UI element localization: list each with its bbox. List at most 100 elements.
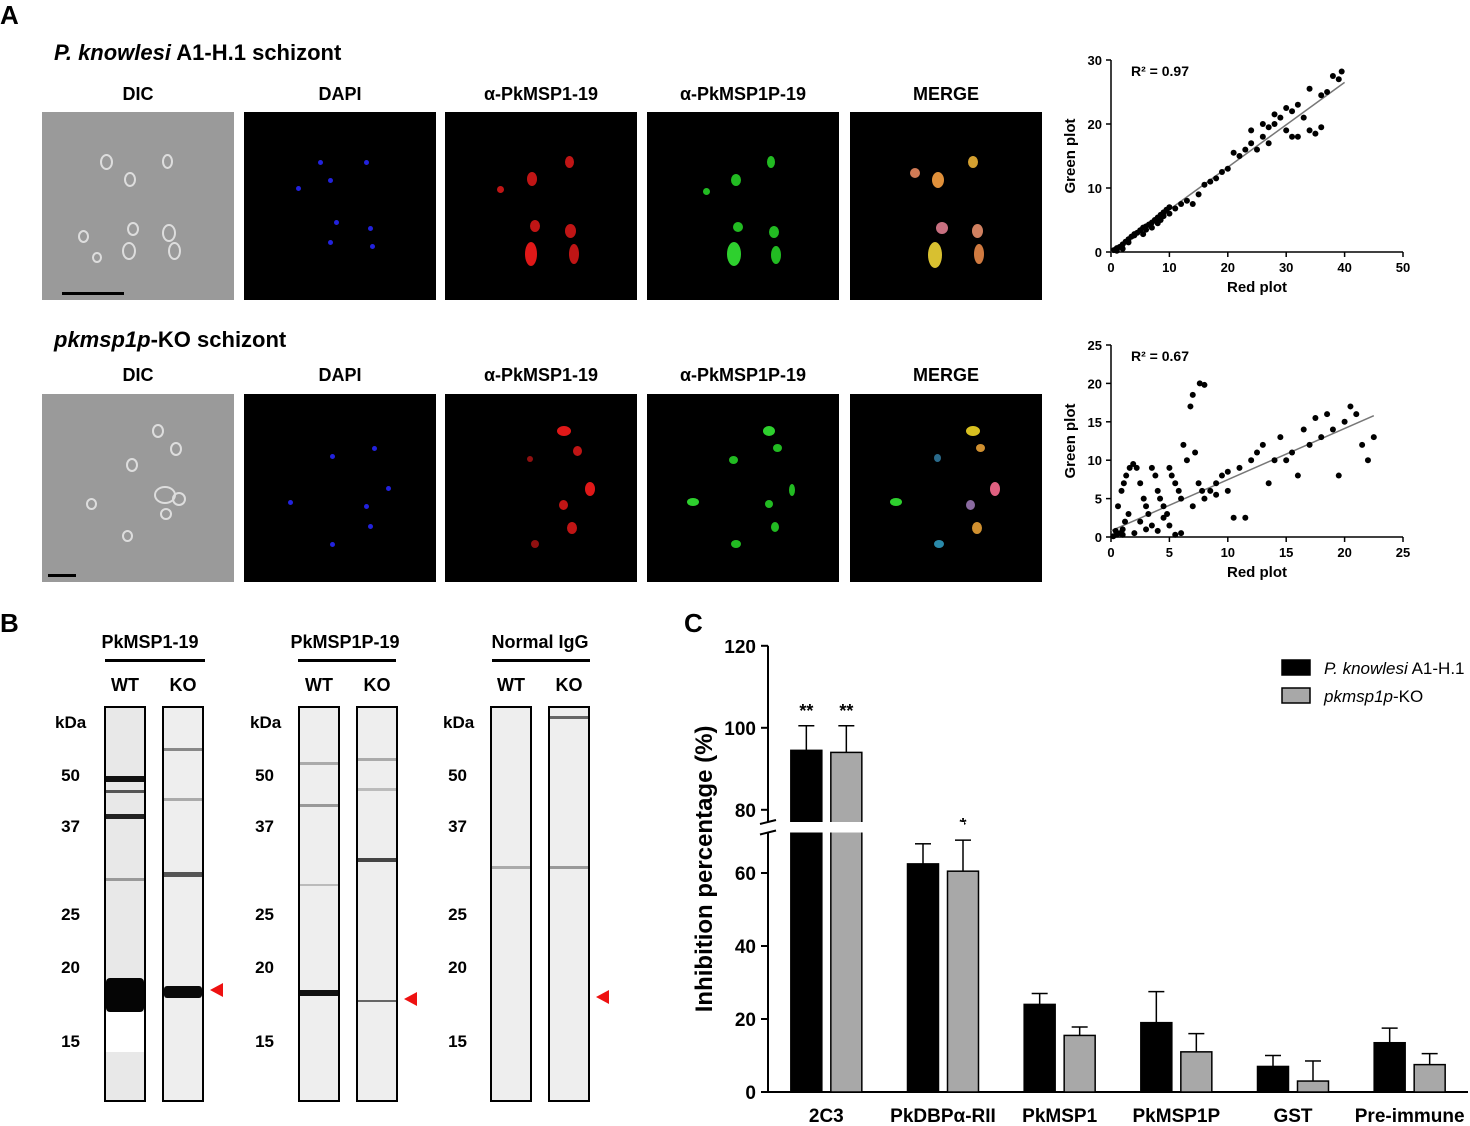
- scatter-point: [1259, 133, 1266, 140]
- scatter-point: [1294, 101, 1301, 108]
- panel-a-letter: A: [0, 0, 19, 30]
- scatter-point: [1125, 239, 1132, 246]
- scatter-point: [1329, 73, 1336, 79]
- scatter-point: [1265, 140, 1272, 147]
- scatter-point: [1207, 178, 1214, 185]
- scatter-point: [1119, 531, 1126, 538]
- scatter-point: [1201, 495, 1208, 502]
- scatter-point: [1289, 449, 1296, 456]
- scatter-point: [1318, 124, 1325, 131]
- scatter-point: [1265, 480, 1272, 487]
- bar: [1063, 1034, 1096, 1093]
- scatter-point: [1183, 457, 1190, 464]
- axis-break-gap: [754, 822, 964, 833]
- row2-label-dic: DIC: [122, 365, 154, 385]
- scatter-point: [1300, 114, 1307, 121]
- y-tick-label: 120: [724, 640, 756, 658]
- y-tick-label: 0: [745, 1083, 756, 1104]
- x-tick-label: 10: [1162, 260, 1176, 275]
- panel-b-letter: B: [0, 608, 19, 638]
- r2-annotation: R² = 0.97: [1131, 63, 1189, 79]
- blot1-ko-label: KO: [169, 675, 197, 695]
- scatter-point: [1137, 480, 1144, 487]
- scatter-point: [1148, 464, 1155, 471]
- scatter-point: [1143, 226, 1150, 233]
- scatter-point: [1131, 530, 1138, 537]
- scatter-point: [1341, 418, 1348, 425]
- scatter-point: [1224, 165, 1231, 172]
- blot2-ko-lane: [356, 706, 398, 1102]
- fit-line: [1110, 414, 1375, 532]
- scatter-point: [1289, 108, 1296, 115]
- scatter-point: [1154, 487, 1161, 494]
- scatter-point: [1248, 140, 1255, 147]
- blot1-ko-lane: [162, 706, 204, 1102]
- legend-label: P. knowlesi A1-H.1: [1324, 659, 1465, 678]
- scatter-point: [1312, 414, 1319, 421]
- x-axis-label: Red plot: [1227, 564, 1287, 581]
- blot3-mw-15: 15: [448, 1032, 467, 1051]
- blot1-mw-20: 20: [61, 958, 80, 977]
- scatter-point: [1140, 231, 1147, 238]
- y-axis-label: Inhibition percentage (%): [691, 726, 718, 1013]
- scatter-point: [1259, 441, 1266, 448]
- scatter-point: [1242, 146, 1249, 153]
- scatter-point: [1143, 503, 1150, 510]
- scatter-point: [1236, 153, 1243, 159]
- axis-break-mark: [759, 819, 777, 825]
- scatter-point: [1335, 76, 1342, 83]
- scatter-point: [1283, 457, 1290, 464]
- legend-swatch: [1281, 687, 1311, 704]
- row2-msp1p-image: [647, 394, 839, 582]
- scatter-point: [1199, 487, 1206, 494]
- scatter-chart-2: 0 5 10 15 20 25 0 5 10 15 20 25 R² = 0.67 Red plot Gre…: [1062, 338, 1410, 581]
- scatter-point: [1236, 464, 1243, 471]
- scatter-point: [1335, 472, 1342, 479]
- category-label: PkDBPα-RII: [890, 1106, 996, 1126]
- scatter-point: [1183, 197, 1190, 204]
- scatter-point: [1254, 449, 1260, 456]
- row1-label-msp1p: α-PkMSP1P-19: [679, 84, 807, 104]
- scatter-point: [1213, 480, 1220, 487]
- x-tick-label: 0: [1107, 260, 1114, 275]
- scatter-point: [1259, 121, 1266, 127]
- scatter-point: [1364, 457, 1371, 464]
- blot2-wt-label: WT: [305, 675, 333, 695]
- blot1-mw-37: 37: [61, 817, 80, 836]
- scatter-point: [1271, 111, 1278, 118]
- scatter-point: [1294, 133, 1301, 140]
- blot3-mw-37: 37: [448, 817, 467, 836]
- category-label: 2C3: [809, 1106, 844, 1126]
- bar: [1413, 1063, 1446, 1093]
- bar-chart: 0 20 40 60 80 100 120 Inhibition percentage (%)…: [691, 640, 1468, 1126]
- scatter-point: [1370, 434, 1377, 441]
- row2-dic-image: [42, 394, 234, 582]
- scatter-point: [1113, 247, 1120, 254]
- scatter-point: [1166, 522, 1173, 529]
- scatter-point: [1338, 68, 1345, 75]
- scatter-point: [1126, 464, 1133, 471]
- scatter-point: [1324, 89, 1331, 95]
- blot2-mw-25: 25: [255, 905, 274, 924]
- row1-title-rest: A1-H.1 schizont: [170, 40, 342, 65]
- scatter-point: [1140, 495, 1147, 502]
- scatter-point: [1347, 403, 1354, 410]
- scatter-point: [1213, 175, 1220, 182]
- scatter-point: [1125, 510, 1132, 517]
- scatter-point: [1118, 487, 1125, 494]
- x-tick-label: 0: [1107, 545, 1114, 560]
- axis-break-mark: [759, 829, 777, 836]
- category-label: PkMSP1: [1022, 1106, 1097, 1126]
- scatter-point: [1192, 449, 1199, 456]
- bar: [830, 751, 863, 1093]
- x-tick-label: 20: [1221, 260, 1235, 275]
- blot1-wt-label: WT: [111, 675, 139, 695]
- scatter-point: [1312, 130, 1319, 137]
- significance-mark: **: [839, 701, 853, 721]
- blot2-kda-label: kDa: [250, 713, 282, 732]
- y-tick-label: 25: [1088, 338, 1102, 353]
- row2-msp1-image: [445, 394, 637, 582]
- blot2-arrow: [404, 992, 417, 1006]
- bar: [1296, 1080, 1330, 1093]
- blot3-wt-lane: [490, 706, 532, 1102]
